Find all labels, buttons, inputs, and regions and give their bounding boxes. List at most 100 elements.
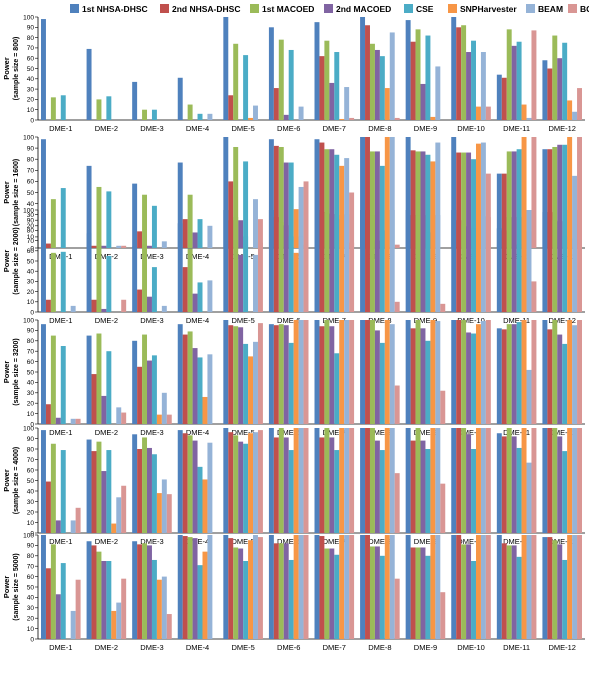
y-axis-label: Power — [2, 181, 11, 204]
bar — [435, 535, 441, 639]
bar-group — [542, 535, 582, 639]
bar — [369, 546, 375, 639]
bar — [257, 430, 263, 533]
bar — [243, 55, 249, 120]
bar — [394, 578, 400, 639]
bar — [480, 216, 486, 312]
bar — [339, 165, 345, 248]
bar — [182, 536, 188, 639]
bar — [344, 428, 350, 533]
bar — [319, 536, 325, 639]
y-tick-label: 50 — [27, 478, 35, 485]
bar — [96, 333, 102, 424]
bar — [451, 17, 457, 120]
bar — [360, 535, 366, 639]
bar-group — [542, 428, 582, 533]
x-tick-label: DME-5 — [231, 537, 254, 546]
bar — [192, 232, 198, 248]
bar — [552, 220, 558, 312]
bar-group — [314, 428, 355, 533]
bar-group — [405, 428, 446, 533]
bar — [197, 282, 203, 312]
bar — [177, 162, 183, 248]
bar — [374, 151, 380, 248]
bar — [268, 210, 274, 312]
bar — [253, 432, 258, 533]
bar — [166, 614, 172, 639]
bar — [531, 535, 537, 639]
bar — [50, 252, 56, 312]
bar — [577, 535, 582, 639]
bar — [389, 137, 395, 248]
bar — [405, 20, 411, 121]
bar — [531, 137, 537, 248]
bar — [501, 329, 507, 424]
x-tick-label: DME-7 — [323, 316, 346, 325]
bar-group — [405, 20, 441, 121]
y-tick-label: 50 — [27, 190, 35, 197]
x-tick-label: DME-10 — [457, 124, 485, 133]
bar — [562, 144, 568, 248]
bar — [137, 231, 143, 248]
bar — [314, 320, 320, 424]
bar — [161, 392, 167, 424]
chart-panel: 0 10 20 30 40 50 60 70 80 90 100 Power (sample size … — [2, 425, 585, 546]
bar — [324, 548, 330, 639]
bar — [461, 320, 467, 424]
x-tick-label: DME-1 — [49, 537, 72, 546]
y-axis-sublabel: (sample size = 4000) — [13, 447, 20, 515]
bar — [142, 194, 148, 248]
bar — [278, 222, 284, 312]
y-tick-label: 80 — [27, 35, 35, 42]
bar — [86, 48, 92, 120]
bar — [344, 214, 350, 312]
y-tick-label: 30 — [27, 605, 35, 612]
bar — [542, 149, 548, 248]
y-tick-label: 90 — [27, 218, 35, 225]
bar — [324, 428, 330, 533]
bar — [161, 241, 167, 248]
bar — [45, 404, 51, 424]
legend-entry: SNPHarvester — [448, 4, 517, 14]
bar — [228, 95, 234, 120]
bar — [132, 434, 138, 533]
bar — [365, 210, 370, 312]
legend-swatch — [324, 4, 333, 13]
bar-group — [268, 27, 304, 120]
bar — [451, 428, 457, 533]
bar — [45, 299, 51, 312]
bar — [243, 443, 249, 533]
bar — [425, 154, 431, 248]
bar — [293, 209, 299, 248]
bar — [137, 366, 143, 424]
bar — [360, 17, 366, 120]
bar-group — [177, 324, 213, 424]
bar — [501, 436, 507, 533]
bar — [116, 497, 122, 533]
x-tick-label: DME-6 — [277, 124, 300, 133]
bar-group — [496, 320, 537, 424]
x-tick-label: DME-2 — [95, 643, 118, 652]
x-tick-label: DME-10 — [457, 428, 485, 437]
bar — [531, 320, 537, 424]
bar — [45, 568, 51, 639]
bar-group — [496, 29, 537, 121]
bar — [228, 538, 234, 639]
bar — [161, 305, 167, 312]
bar — [132, 183, 138, 248]
bar — [516, 41, 522, 120]
bar — [365, 428, 370, 533]
bar — [288, 49, 294, 120]
legend-swatch — [568, 4, 577, 13]
bar — [253, 199, 258, 248]
bar — [207, 280, 213, 312]
y-tick-label: 70 — [27, 349, 35, 356]
y-tick-label: 100 — [23, 14, 34, 21]
bar — [547, 68, 553, 120]
bar — [349, 242, 355, 312]
bar — [106, 450, 112, 533]
bar — [238, 327, 244, 424]
bar — [55, 417, 61, 424]
legend-entry: 1st MACOED — [250, 4, 314, 14]
